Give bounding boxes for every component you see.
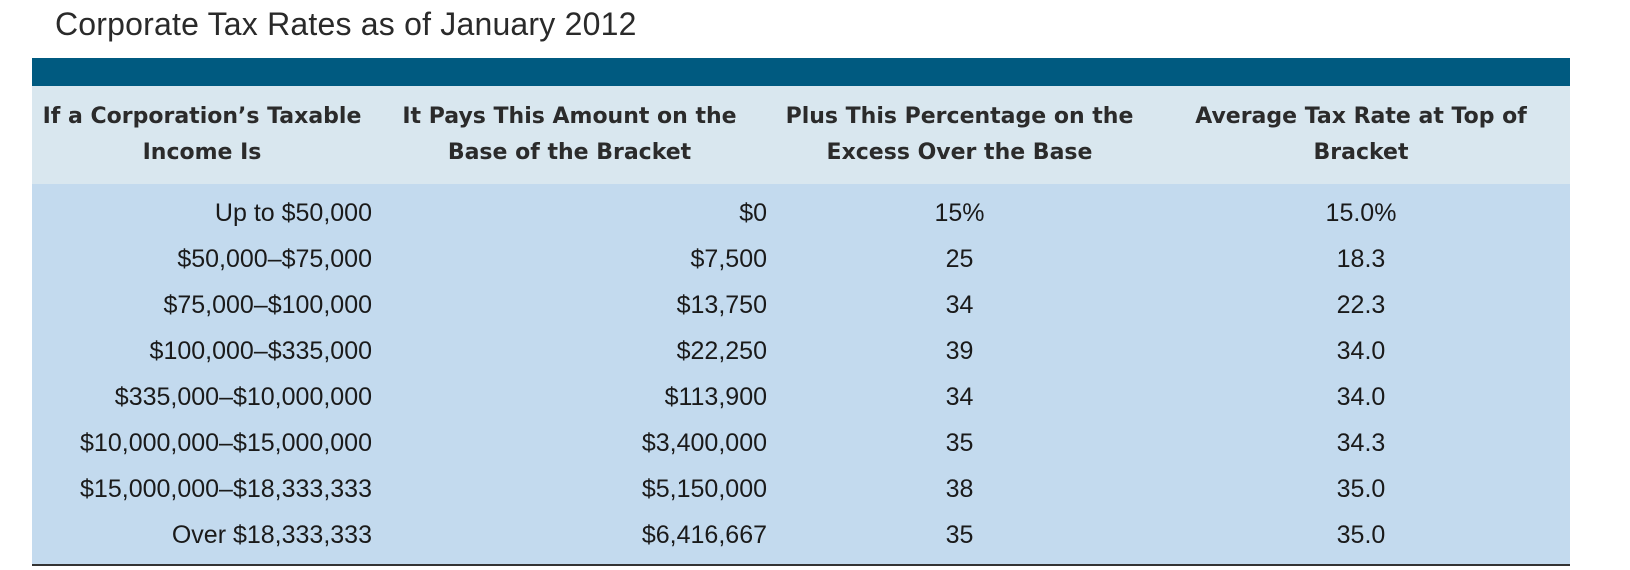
- cell-average: 18.3: [1152, 236, 1570, 282]
- cell-percentage: 39: [767, 328, 1152, 374]
- cell-percentage: 25: [767, 236, 1152, 282]
- table-row: $10,000,000–$15,000,000 $3,400,000 35 34…: [32, 420, 1570, 466]
- cell-average: 15.0%: [1152, 184, 1570, 236]
- cell-average: 22.3: [1152, 282, 1570, 328]
- cell-average: 34.0: [1152, 374, 1570, 420]
- table-row: $100,000–$335,000 $22,250 39 34.0: [32, 328, 1570, 374]
- cell-base: $0: [372, 184, 767, 236]
- table-row: $15,000,000–$18,333,333 $5,150,000 38 35…: [32, 466, 1570, 512]
- table-row: $75,000–$100,000 $13,750 34 22.3: [32, 282, 1570, 328]
- tax-rate-table: If a Corporation’s Taxable Income Is It …: [32, 58, 1570, 566]
- table-header-bar: [32, 58, 1570, 86]
- cell-income: $15,000,000–$18,333,333: [32, 466, 372, 512]
- table-header-row: If a Corporation’s Taxable Income Is It …: [32, 86, 1570, 184]
- cell-income: Over $18,333,333: [32, 512, 372, 564]
- cell-average: 35.0: [1152, 512, 1570, 564]
- tax-table: If a Corporation’s Taxable Income Is It …: [32, 86, 1570, 564]
- page-title: Corporate Tax Rates as of January 2012: [55, 6, 637, 42]
- table-row: $335,000–$10,000,000 $113,900 34 34.0: [32, 374, 1570, 420]
- table-row: Over $18,333,333 $6,416,667 35 35.0: [32, 512, 1570, 564]
- header-base-amount: It Pays This Amount on the Base of the B…: [372, 86, 767, 184]
- cell-income: $100,000–$335,000: [32, 328, 372, 374]
- cell-percentage: 35: [767, 420, 1152, 466]
- cell-base: $5,150,000: [372, 466, 767, 512]
- table-row: $50,000–$75,000 $7,500 25 18.3: [32, 236, 1570, 282]
- cell-average: 35.0: [1152, 466, 1570, 512]
- cell-base: $113,900: [372, 374, 767, 420]
- cell-income: $50,000–$75,000: [32, 236, 372, 282]
- table-row: Up to $50,000 $0 15% 15.0%: [32, 184, 1570, 236]
- cell-base: $7,500: [372, 236, 767, 282]
- header-taxable-income: If a Corporation’s Taxable Income Is: [32, 86, 372, 184]
- cell-base: $13,750: [372, 282, 767, 328]
- cell-average: 34.0: [1152, 328, 1570, 374]
- cell-income: $75,000–$100,000: [32, 282, 372, 328]
- cell-percentage: 38: [767, 466, 1152, 512]
- cell-percentage: 15%: [767, 184, 1152, 236]
- cell-income: Up to $50,000: [32, 184, 372, 236]
- cell-income: $10,000,000–$15,000,000: [32, 420, 372, 466]
- cell-average: 34.3: [1152, 420, 1570, 466]
- header-average-rate: Average Tax Rate at Top of Bracket: [1152, 86, 1570, 184]
- cell-percentage: 34: [767, 374, 1152, 420]
- cell-base: $22,250: [372, 328, 767, 374]
- header-excess-percentage: Plus This Percentage on the Excess Over …: [767, 86, 1152, 184]
- cell-base: $3,400,000: [372, 420, 767, 466]
- cell-percentage: 35: [767, 512, 1152, 564]
- cell-percentage: 34: [767, 282, 1152, 328]
- table-bottom-rule: [32, 564, 1570, 566]
- cell-base: $6,416,667: [372, 512, 767, 564]
- cell-income: $335,000–$10,000,000: [32, 374, 372, 420]
